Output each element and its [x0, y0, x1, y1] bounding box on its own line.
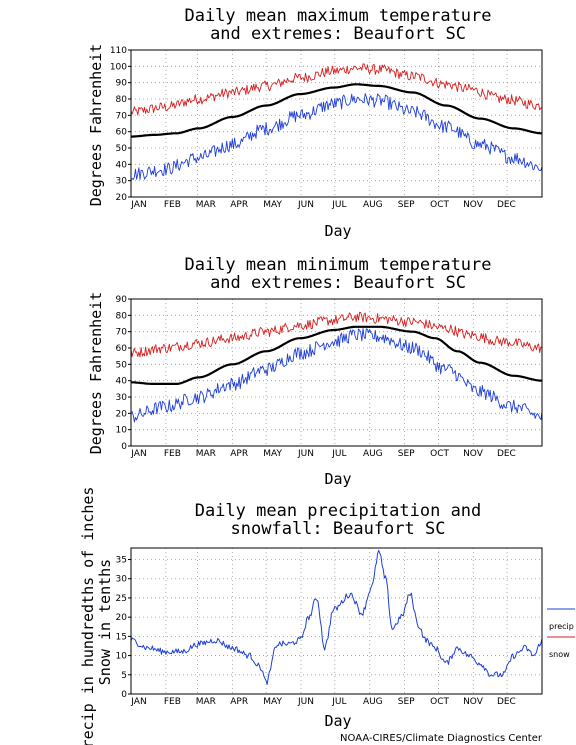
x-tick-label: JUL	[331, 449, 346, 459]
chart-title-line1: Daily mean minimum temperature	[184, 255, 491, 275]
x-tick-label: AUG	[363, 697, 383, 707]
x-tick-label: JAN	[130, 697, 146, 707]
y-axis-label: Degrees Fahrenheit	[87, 292, 105, 455]
legend-snow-label: snow	[549, 650, 570, 659]
y-tick-label: 5	[121, 671, 127, 681]
x-tick-label: FEB	[164, 449, 181, 459]
y-tick-label: 10	[116, 652, 128, 662]
series-line-mean	[131, 325, 543, 385]
x-tick-label: FEB	[164, 200, 181, 210]
x-tick-label: JAN	[130, 449, 146, 459]
y-tick-label: 60	[116, 344, 128, 354]
x-tick-label: APR	[230, 200, 248, 210]
x-tick-label: APR	[230, 697, 248, 707]
x-tick-label: MAR	[196, 697, 216, 707]
x-tick-label: APR	[230, 449, 248, 459]
legend-precip-label: precip	[549, 622, 574, 631]
y-tick-label: 10	[116, 426, 128, 436]
y-tick-label: 100	[110, 62, 127, 72]
y-tick-label: 20	[116, 613, 128, 623]
y-tick-label: 30	[116, 575, 128, 585]
max-temperature-chart: Daily mean maximum temperature and extre…	[87, 6, 543, 240]
x-tick-label: DEC	[497, 200, 516, 210]
y-tick-label: 60	[116, 128, 128, 138]
plot-frame	[130, 49, 543, 198]
chart-title-line1: Daily mean precipitation and	[195, 501, 482, 521]
chart-title-line2: and extremes: Beaufort SC	[210, 24, 466, 44]
x-axis-label: Day	[324, 470, 351, 488]
plot-frame	[130, 547, 543, 695]
series-line-max	[130, 63, 543, 116]
y-axis-label-line1: Precip in hundredths of inches	[79, 487, 97, 745]
y-axis-label: Degrees Fahrenheit	[87, 44, 105, 207]
x-tick-label: DEC	[497, 449, 516, 459]
x-tick-label: JUL	[331, 200, 346, 210]
y-tick-label: 40	[116, 160, 128, 170]
y-tick-label: 35	[116, 556, 127, 566]
precipitation-chart: Daily mean precipitation and snowfall: B…	[79, 487, 575, 745]
x-tick-label: SEP	[398, 449, 415, 459]
y-axis-label-line2: Snow in tenths	[96, 559, 114, 685]
x-tick-label: JUL	[331, 697, 346, 707]
y-tick-label: 20	[116, 193, 128, 203]
series-line-mean	[131, 83, 543, 138]
x-tick-label: JAN	[130, 200, 146, 210]
x-axis-label: Day	[324, 222, 351, 240]
plot-frame	[130, 298, 543, 447]
x-tick-label: NOV	[463, 697, 484, 707]
y-tick-label: 70	[116, 111, 128, 121]
x-tick-label: NOV	[463, 449, 484, 459]
y-tick-label: 80	[116, 95, 128, 105]
x-tick-label: SEP	[398, 697, 415, 707]
y-tick-label: 110	[110, 46, 127, 56]
y-tick-label: 80	[116, 311, 128, 321]
y-tick-label: 40	[116, 377, 128, 387]
series-line-min	[130, 93, 543, 181]
x-tick-label: MAR	[196, 200, 216, 210]
y-tick-label: 50	[116, 360, 128, 370]
y-tick-label: 50	[116, 144, 128, 154]
chart-title-line2: snowfall: Beaufort SC	[231, 519, 446, 539]
y-tick-label: 20	[116, 409, 128, 419]
chart-title-line1: Daily mean maximum temperature	[184, 6, 491, 26]
series-line-precip	[130, 549, 543, 685]
chart-title-line2: and extremes: Beaufort SC	[210, 273, 466, 293]
y-tick-label: 25	[116, 594, 127, 604]
y-tick-label: 70	[116, 328, 128, 338]
x-tick-label: SEP	[398, 200, 415, 210]
x-tick-label: JUN	[297, 200, 314, 210]
credit-text: NOAA-CIRES/Climate Diagnostics Center	[340, 733, 543, 744]
y-tick-label: 90	[116, 295, 128, 305]
x-tick-label: MAY	[263, 200, 282, 210]
x-tick-label: OCT	[430, 697, 449, 707]
y-tick-label: 0	[121, 442, 127, 452]
x-tick-label: AUG	[363, 449, 383, 459]
x-tick-label: AUG	[363, 200, 383, 210]
min-temperature-chart: Daily mean minimum temperature and extre…	[87, 255, 543, 488]
x-tick-label: JUN	[297, 449, 314, 459]
x-tick-label: OCT	[430, 449, 449, 459]
y-tick-label: 30	[116, 177, 128, 187]
x-tick-label: MAY	[263, 697, 282, 707]
x-tick-label: NOV	[463, 200, 484, 210]
x-tick-label: JUN	[297, 697, 314, 707]
x-axis-label: Day	[324, 712, 351, 730]
x-tick-label: OCT	[430, 200, 449, 210]
series-line-min	[130, 328, 543, 423]
series-line-max	[130, 311, 543, 358]
x-tick-label: FEB	[164, 697, 181, 707]
y-tick-label: 90	[116, 79, 128, 89]
x-tick-label: MAR	[196, 449, 216, 459]
y-tick-label: 0	[121, 690, 127, 700]
x-tick-label: MAY	[263, 449, 282, 459]
x-tick-label: DEC	[497, 697, 516, 707]
y-tick-label: 15	[116, 632, 127, 642]
y-tick-label: 30	[116, 393, 128, 403]
